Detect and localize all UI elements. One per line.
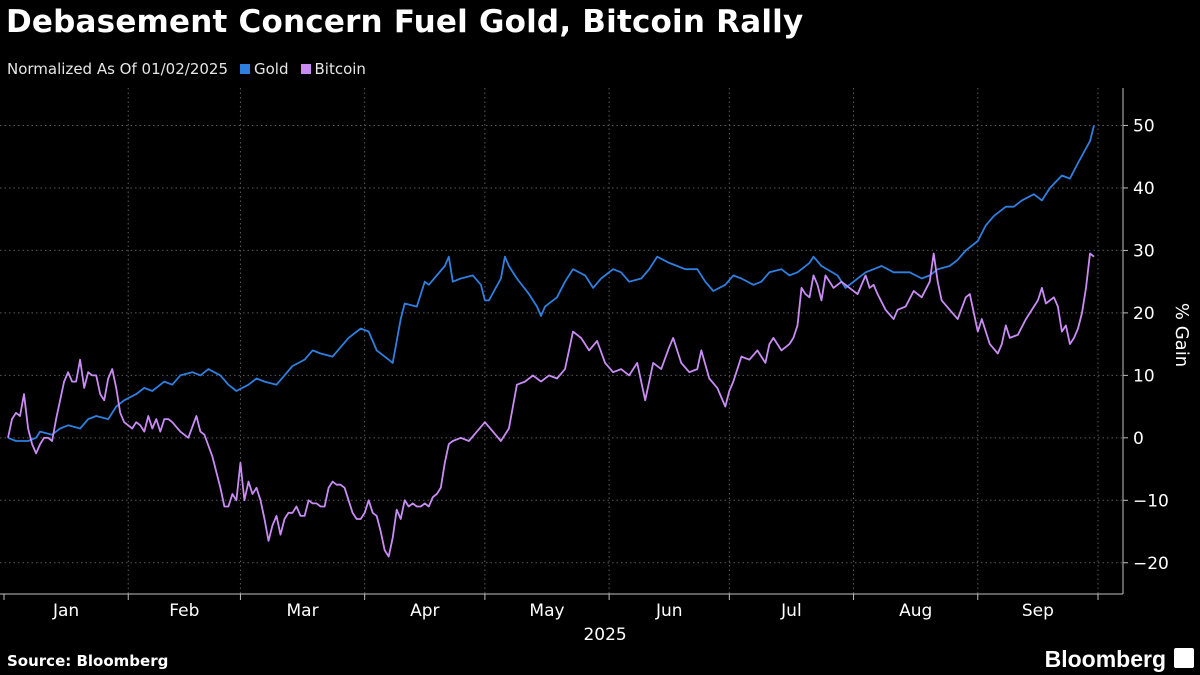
x-tick-label: Jan [52, 601, 79, 621]
y-tick-label: −10 [1133, 491, 1169, 511]
x-year-label: 2025 [583, 625, 626, 645]
bloomberg-logo: Bloomberg [1044, 646, 1166, 672]
legend-swatch-gold [240, 64, 250, 74]
legend-label-bitcoin: Bitcoin [314, 60, 366, 78]
y-tick-label: 10 [1133, 366, 1155, 386]
x-tick-label: May [529, 601, 564, 621]
x-tick-label: Feb [169, 601, 199, 621]
y-tick-label: −20 [1133, 554, 1169, 574]
series-line-gold [7, 125, 1095, 442]
series-line-bitcoin [7, 252, 1095, 558]
y-axis-label: % Gain [1171, 303, 1192, 367]
legend-label-gold: Gold [254, 60, 289, 78]
series-lines [7, 125, 1095, 558]
y-tick-label: 0 [1133, 429, 1144, 449]
grid-lines [0, 88, 1123, 594]
y-tick-label: 40 [1133, 179, 1155, 199]
axes: −20 −10 0 10 20 30 40 50 % Gain Jan Feb Mar Apr May Ju… [0, 88, 1192, 645]
y-tick-label: 20 [1133, 304, 1155, 324]
y-tick-label: 50 [1133, 116, 1155, 136]
x-tick-label: Jun [655, 601, 683, 621]
legend-note: Normalized As Of 01/02/2025 [7, 60, 228, 78]
chart-title: Debasement Concern Fuel Gold, Bitcoin Ra… [6, 4, 804, 40]
x-tick-label: Aug [899, 601, 932, 621]
source-note: Source: Bloomberg [7, 652, 169, 670]
x-tick-label: Apr [410, 601, 439, 621]
x-tick-label: Jul [780, 601, 802, 621]
y-tick-label: 30 [1133, 241, 1155, 261]
x-tick-label: Mar [287, 601, 319, 621]
legend-swatch-bitcoin [300, 64, 311, 74]
x-tick-label: Sep [1022, 601, 1054, 621]
legend: Normalized As Of 01/02/2025 Gold Bitcoin [7, 60, 366, 78]
bloomberg-chart-icon [1174, 648, 1194, 668]
